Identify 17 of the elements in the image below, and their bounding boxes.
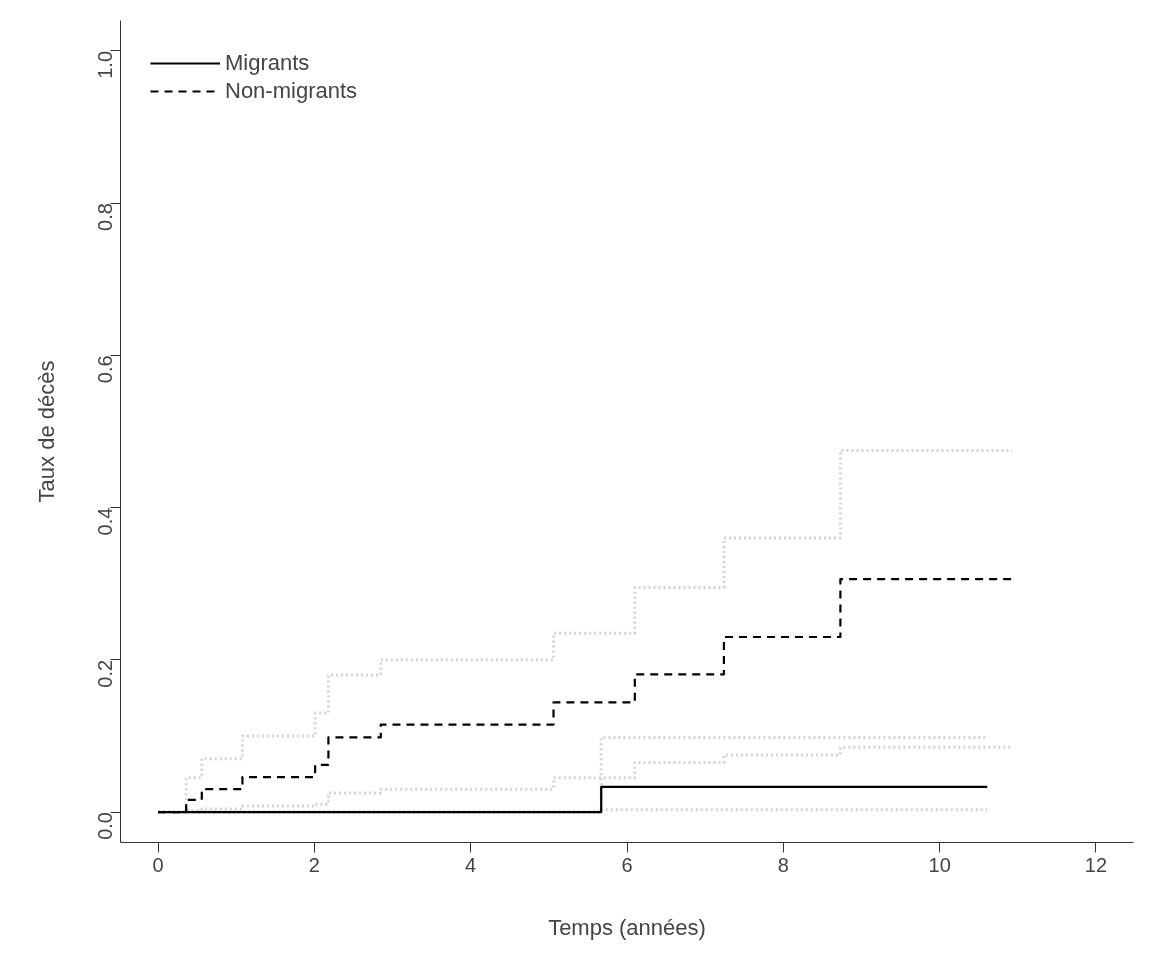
y-tick-label: 0.0	[94, 812, 117, 840]
x-tick-label: 12	[1084, 853, 1108, 876]
y-axis-title: Taux de décès	[33, 360, 59, 503]
y-tick-label: 0.6	[94, 355, 117, 384]
x-axis-title: Temps (années)	[548, 914, 706, 940]
x-tick-label: 2	[308, 853, 320, 876]
x-tick-label: 6	[621, 853, 633, 876]
x-tick-label: 10	[928, 853, 951, 876]
legend-label: Non-migrants	[225, 78, 358, 104]
y-tick-label: 0.8	[94, 203, 117, 231]
x-tick-label: 8	[777, 853, 789, 876]
x-tick-label: 4	[465, 853, 477, 876]
y-tick-label: 0.4	[94, 507, 117, 536]
x-tick-label: 0	[152, 853, 164, 876]
y-tick-label: 1.0	[94, 50, 117, 79]
legend-label: Migrants	[225, 50, 310, 76]
y-tick-label: 0.2	[94, 659, 117, 688]
